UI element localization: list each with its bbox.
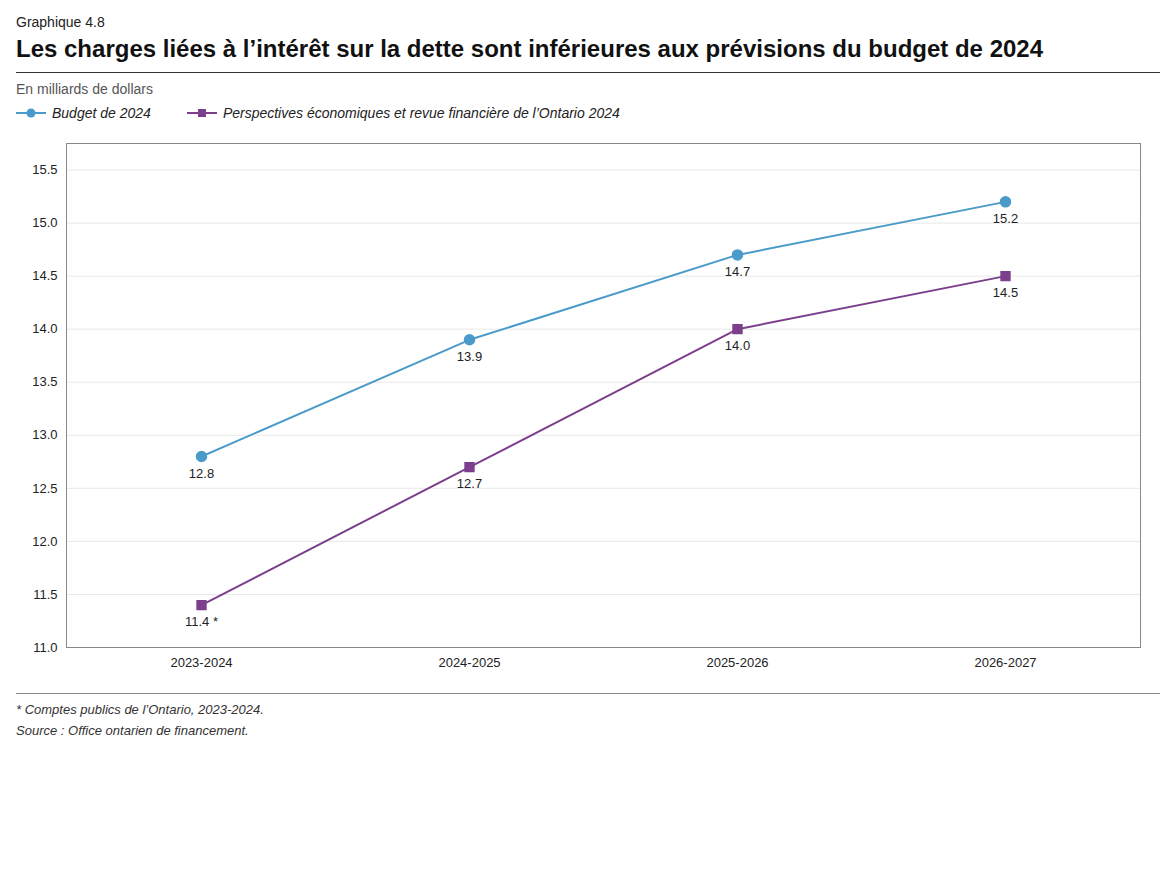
svg-text:14.7: 14.7	[725, 264, 750, 279]
svg-text:14.0: 14.0	[32, 321, 57, 336]
svg-text:2023-2024: 2023-2024	[170, 655, 232, 670]
svg-text:12.0: 12.0	[32, 534, 57, 549]
svg-text:14.0: 14.0	[725, 338, 750, 353]
svg-text:12.5: 12.5	[32, 481, 57, 496]
html-text:Les charges liées à l’intérêt: Les charges liées à l’intérêt sur la det…	[16, 35, 1043, 62]
svg-text:12.7: 12.7	[457, 476, 482, 491]
svg-text:15.0: 15.0	[32, 215, 57, 230]
svg-text:13.5: 13.5	[32, 374, 57, 389]
html-text:Budget de 2024: Budget de 2024	[52, 105, 151, 121]
html-text:Source : Office ontarien de fi: Source : Office ontarien de financement.	[16, 722, 249, 738]
svg-text:11.4 *: 11.4 *	[185, 614, 218, 629]
html-text:En milliards de dollars: En milliards de dollars	[16, 81, 153, 97]
svg-text:11.5: 11.5	[33, 587, 57, 602]
svg-text:2025-2026: 2025-2026	[706, 655, 768, 670]
html-text:* Comptes publics de l’Ontario: * Comptes publics de l’Ontario, 2023-202…	[16, 702, 264, 717]
html-text:Graphique 4.8: Graphique 4.8	[16, 14, 105, 30]
svg-text:11.0: 11.0	[33, 640, 57, 655]
svg-text:15.5: 15.5	[32, 162, 57, 177]
svg-text:15.2: 15.2	[993, 211, 1018, 226]
svg-text:13.0: 13.0	[32, 427, 57, 442]
svg-text:2024-2025: 2024-2025	[438, 655, 500, 670]
svg-text:13.9: 13.9	[457, 349, 482, 364]
svg-text:2026-2027: 2026-2027	[974, 655, 1036, 670]
svg-text:14.5: 14.5	[993, 285, 1018, 300]
svg-text:14.5: 14.5	[32, 268, 57, 283]
html-text:Perspectives économiques et re: Perspectives économiques et revue financ…	[222, 105, 620, 121]
svg-text:12.8: 12.8	[189, 466, 214, 481]
